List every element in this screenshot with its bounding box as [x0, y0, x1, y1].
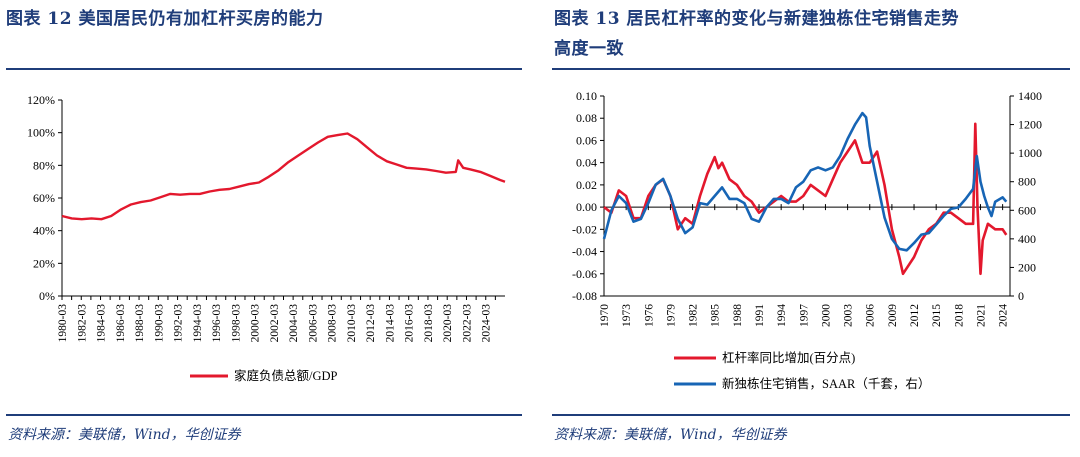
left-x-tick-label: 2018-03 — [423, 304, 435, 343]
left-y-tick-label: 40% — [33, 224, 55, 238]
left-x-tick-label: 2000-03 — [250, 304, 262, 343]
right-figure-title-line2: 高度一致 — [554, 39, 624, 59]
left-source-rule — [6, 414, 522, 416]
left-x-tick-label: 2010-03 — [346, 304, 358, 343]
left-x-tick-label: 2012-03 — [365, 304, 377, 343]
left-x-tick-label: 2016-03 — [404, 304, 416, 343]
right-right-y-tick-label: 200 — [1018, 260, 1036, 274]
right-left-y-tick-label: -0.04 — [572, 245, 597, 259]
left-y-tick-label: 80% — [33, 158, 55, 172]
right-legend-label-1: 新独栋住宅销售，SAAR（千套，右） — [722, 376, 930, 391]
left-x-tick-label: 2024-03 — [481, 304, 493, 343]
right-x-tick-label: 2018 — [953, 304, 965, 327]
right-x-tick-label: 2012 — [909, 304, 921, 327]
left-legend-label-0: 家庭负债总额/GDP — [234, 368, 338, 383]
right-figure-panel: 图表 13 居民杠杆率的变化与新建独栋住宅销售走势 高度一致 -0.08 -0.0… — [548, 0, 1080, 457]
left-x-tick-label: 1986-03 — [115, 304, 127, 343]
right-x-tick-label: 2003 — [843, 304, 855, 327]
right-right-y-tick-label: 0 — [1018, 289, 1024, 303]
right-legend-label-0: 杠杆率同比增加(百分点) — [722, 350, 855, 365]
right-right-y-tick-label: 1000 — [1018, 146, 1042, 160]
left-title-rule — [6, 68, 522, 70]
right-right-y-tick-label: 600 — [1018, 203, 1036, 217]
left-x-tick-label: 2008-03 — [327, 304, 339, 343]
right-title-rule — [552, 68, 1070, 70]
right-x-tick-label: 2009 — [887, 304, 899, 327]
right-x-tick-label: 1982 — [688, 304, 700, 327]
left-x-tick-label: 2014-03 — [384, 304, 396, 343]
right-x-tick-label: 1976 — [643, 304, 655, 327]
right-figure-title: 图表 13 居民杠杆率的变化与新建独栋住宅销售走势 高度一致 — [554, 4, 959, 64]
right-right-y-tick-label: 1200 — [1018, 118, 1042, 132]
right-x-tick-label: 1991 — [754, 304, 766, 327]
left-x-tick-label: 1994-03 — [192, 304, 204, 343]
right-x-tick-label: 2006 — [865, 304, 877, 327]
left-chart: 0% 20% 40% 60% 80% 100% 120% 1980-03 1982-03 1984… — [27, 93, 506, 383]
left-x-tick-label: 1980-03 — [57, 304, 69, 343]
right-x-tick-label: 1970 — [599, 304, 611, 327]
right-left-y-tick-label: -0.02 — [572, 222, 597, 236]
right-x-tick-label: 2024 — [998, 304, 1010, 327]
left-y-tick-label: 0% — [39, 289, 55, 303]
left-y-tick-label: 60% — [33, 191, 55, 205]
right-x-tick-label: 2000 — [820, 304, 832, 327]
right-left-y-tick-label: 0.04 — [576, 156, 597, 170]
left-y-tick-label: 20% — [33, 256, 55, 270]
right-x-tick-label: 1988 — [732, 304, 744, 327]
right-left-y-tick-label: 0.10 — [576, 89, 597, 103]
right-left-y-tick-label: 0.00 — [576, 200, 597, 214]
right-right-y-tick-label: 1400 — [1018, 89, 1042, 103]
right-x-tick-label: 1994 — [776, 304, 788, 327]
right-right-y-tick-label: 400 — [1018, 232, 1036, 246]
right-source-rule — [552, 414, 1070, 416]
right-x-tick-label: 1979 — [665, 304, 677, 327]
right-left-y-tick-label: -0.06 — [572, 267, 597, 281]
left-figure-title: 图表 12 美国居民仍有加杠杆买房的能力 — [6, 9, 324, 29]
right-chart: -0.08 -0.06 -0.04 -0.02 0.00 0.02 0.04 0.06 0.08… — [572, 89, 1042, 391]
right-x-tick-label: 1997 — [798, 304, 810, 327]
right-left-y-tick-label: -0.08 — [572, 289, 597, 303]
left-x-tick-label: 1990-03 — [153, 304, 165, 343]
left-x-tick-label: 1988-03 — [134, 304, 146, 343]
right-left-y-tick-label: 0.06 — [576, 133, 597, 147]
left-x-tick-label: 1992-03 — [173, 304, 185, 343]
left-x-tick-label: 2022-03 — [461, 304, 473, 343]
left-x-tick-label: 1984-03 — [96, 304, 108, 343]
right-series-line-0 — [603, 122, 1008, 276]
right-figure-title-line1: 图表 13 居民杠杆率的变化与新建独栋住宅销售走势 — [554, 9, 959, 29]
right-left-y-tick-label: 0.02 — [576, 178, 597, 192]
right-left-y-tick-label: 0.08 — [576, 111, 597, 125]
right-series-line-1 — [602, 111, 1008, 252]
left-x-tick-label: 1996-03 — [211, 304, 223, 343]
left-x-tick-label: 2006-03 — [307, 304, 319, 343]
left-series-line-0 — [61, 132, 506, 221]
right-x-tick-label: 1973 — [621, 304, 633, 327]
right-x-tick-label: 2021 — [975, 304, 987, 327]
left-x-tick-label: 2020-03 — [442, 304, 454, 343]
left-y-tick-label: 120% — [27, 93, 55, 107]
right-x-tick-label: 2015 — [931, 304, 943, 327]
left-source-note: 资料来源：美联储，Wind，华创证券 — [8, 427, 241, 443]
right-source-note: 资料来源：美联储，Wind，华创证券 — [554, 427, 787, 443]
left-x-tick-label: 2002-03 — [269, 304, 281, 343]
right-x-tick-label: 1985 — [710, 304, 722, 327]
left-figure-panel: 图表 12 美国居民仍有加杠杆买房的能力 0% 20% 40% 60% 80% 100% 1… — [0, 0, 530, 457]
left-x-tick-label: 1998-03 — [230, 304, 242, 343]
left-x-tick-label: 1982-03 — [76, 304, 88, 343]
right-right-y-tick-label: 800 — [1018, 175, 1036, 189]
left-x-tick-label: 2004-03 — [288, 304, 300, 343]
left-y-tick-label: 100% — [27, 126, 55, 140]
